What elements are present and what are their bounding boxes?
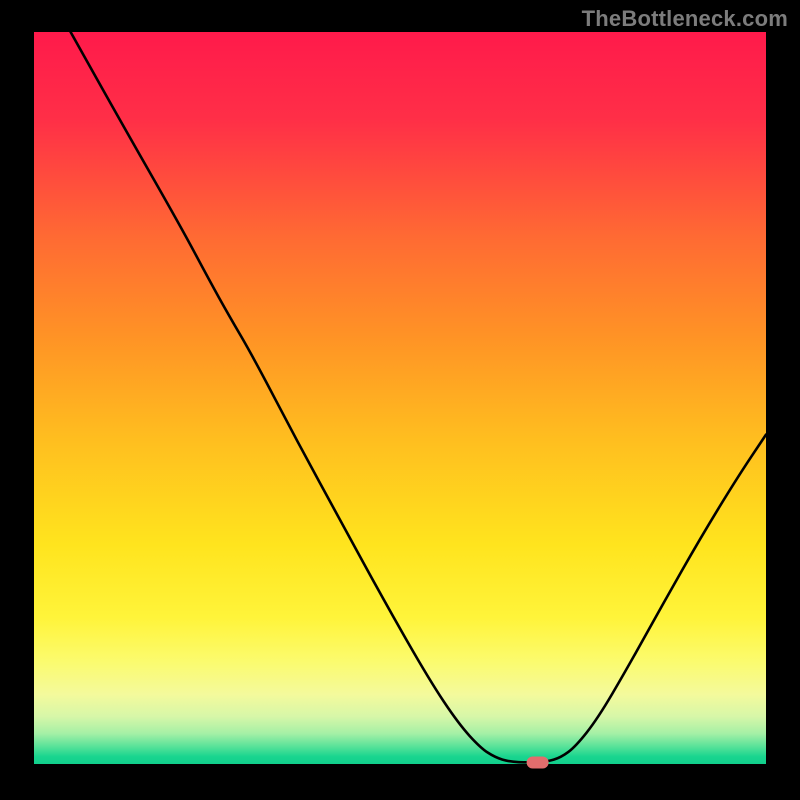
optimum-marker [527, 757, 549, 769]
chart-svg [0, 0, 800, 800]
gradient-panel [34, 32, 766, 764]
chart-stage: TheBottleneck.com [0, 0, 800, 800]
watermark-text: TheBottleneck.com [582, 6, 788, 32]
